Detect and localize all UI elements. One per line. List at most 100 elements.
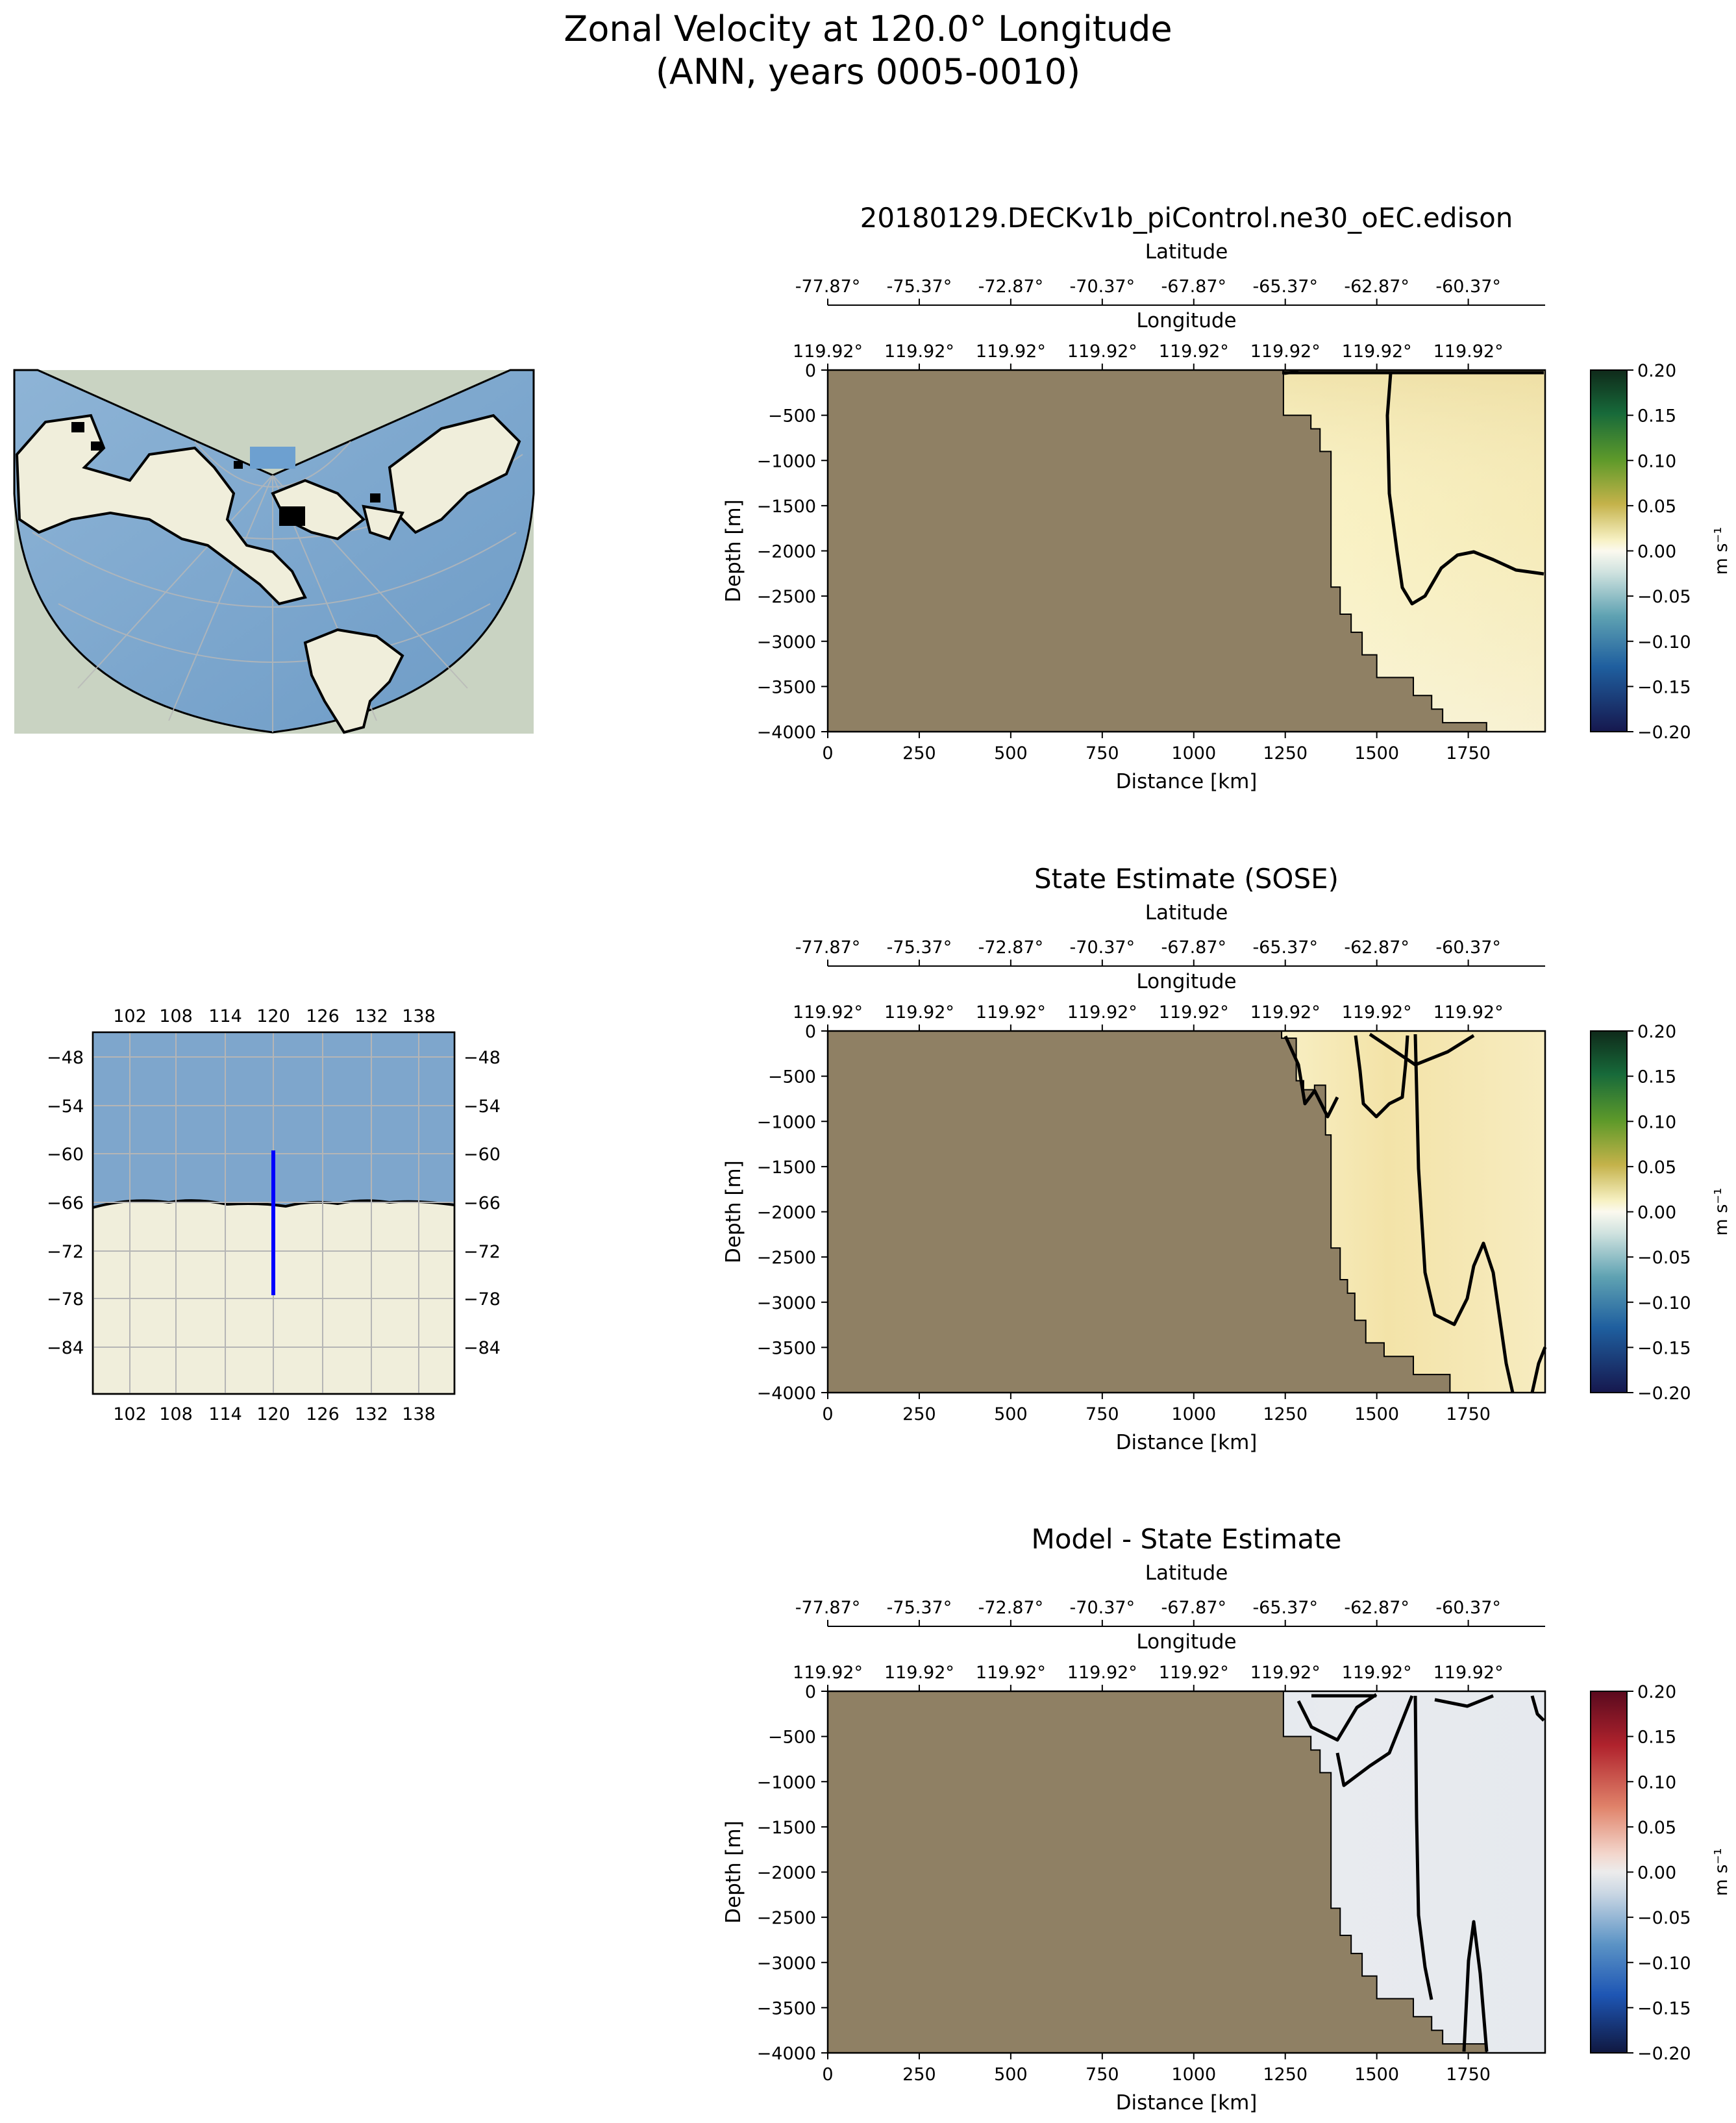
y-tick-label: 0: [805, 1022, 816, 1042]
colorbar-tick-label: 0.20: [1637, 1022, 1676, 1042]
inset-bottom-tick-label: 108: [159, 1404, 193, 1424]
colorbar-tick-label: −0.15: [1637, 677, 1691, 697]
inset-bottom-tick-label: 102: [113, 1404, 147, 1424]
zero-contour: [1530, 1347, 1547, 1393]
longitude-tick-label: 119.92°: [1159, 1002, 1229, 1023]
y-tick-label: −2000: [757, 542, 816, 562]
x-tick-label: 1750: [1446, 743, 1491, 764]
colorbar-tick-label: −0.05: [1637, 1248, 1691, 1268]
y-tick-label: −3000: [757, 1293, 816, 1313]
latitude-tick-label: -77.87°: [795, 1598, 861, 1618]
latitude-tick-label: -77.87°: [795, 277, 861, 297]
inset-right-tick-label: −48: [464, 1048, 501, 1068]
x-tick-label: 1500: [1354, 2065, 1399, 2085]
longitude-tick-label: 119.92°: [1342, 1663, 1412, 1683]
y-tick-label: −1000: [757, 1112, 816, 1132]
colorbar-tick-label: −0.10: [1637, 1293, 1691, 1313]
longitude-tick-label: 119.92°: [1067, 341, 1137, 362]
longitude-tick-label: 119.92°: [1067, 1002, 1137, 1023]
inset-map: 102 102 108 108 114 114 120 120 126 126 132 132 138 1…: [47, 1006, 501, 1424]
longitude-tick-label: 119.92°: [1067, 1663, 1137, 1683]
inset-right-tick-label: −84: [464, 1338, 501, 1358]
x-tick-label: 1250: [1263, 1404, 1308, 1424]
latitude-tick-label: -77.87°: [795, 937, 861, 958]
y-tick-label: −1500: [757, 497, 816, 517]
y-tick-label: −3500: [757, 1998, 816, 2018]
inset-top-tick-label: 132: [354, 1006, 388, 1026]
latitude-tick-label: -70.37°: [1070, 277, 1135, 297]
zero-contour: [1413, 1695, 1433, 2000]
inset-bottom-tick-label: 126: [306, 1404, 340, 1424]
y-tick-label: −1500: [757, 1818, 816, 1838]
inset-right-tick-label: −78: [464, 1289, 501, 1310]
y-tick-label: 0: [805, 1682, 816, 1702]
latitude-tick-label: -70.37°: [1070, 1598, 1135, 1618]
inset-right-tick-label: −66: [464, 1193, 501, 1213]
y-tick-label: −500: [768, 1728, 816, 1748]
colorbar-tick-label: −0.10: [1637, 632, 1691, 652]
inset-right-tick-label: −54: [464, 1097, 501, 1117]
colorbar-tick-label: −0.20: [1637, 723, 1691, 743]
inset-bottom-tick-label: 132: [354, 1404, 388, 1424]
y-tick-label: −3500: [757, 677, 816, 697]
colorbar-tick-label: −0.10: [1637, 1954, 1691, 1974]
latitude-tick-label: -62.87°: [1344, 277, 1409, 297]
colorbar-tick-label: 0.10: [1637, 1112, 1676, 1132]
longitude-tick-label: 119.92°: [793, 1663, 863, 1683]
zero-contour: [1369, 1032, 1475, 1067]
longitude-tick-label: 119.92°: [1159, 341, 1229, 362]
inset-bottom-tick-label: 138: [402, 1404, 436, 1424]
y-tick-label: −3000: [757, 1954, 816, 1974]
x-tick-label: 1500: [1354, 1404, 1399, 1424]
colorbar-tick-label: 0.05: [1637, 497, 1676, 517]
y-tick-label: −1000: [757, 1772, 816, 1793]
colorbar: [1590, 369, 1628, 732]
zero-contour: [1413, 1034, 1515, 1393]
colorbar-tick-label: −0.05: [1637, 587, 1691, 607]
y-axis-label: Depth [m]: [722, 1160, 745, 1263]
y-tick-label: −4000: [757, 2044, 816, 2064]
colorbar-tick-label: 0.10: [1637, 451, 1676, 471]
longitude-axis-label: Longitude: [1136, 1630, 1236, 1654]
x-tick-label: 1500: [1354, 743, 1399, 764]
latitude-tick-label: -67.87°: [1161, 277, 1227, 297]
longitude-tick-label: 119.92°: [1250, 1663, 1321, 1683]
latitude-tick-label: -75.37°: [887, 937, 952, 958]
inset-bottom-tick-label: 114: [208, 1404, 242, 1424]
colorbar: [1590, 1691, 1628, 2054]
longitude-tick-label: 119.92°: [1342, 1002, 1412, 1023]
latitude-tick-label: -72.87°: [978, 277, 1044, 297]
x-tick-label: 0: [822, 2065, 833, 2085]
x-tick-label: 750: [1085, 743, 1119, 764]
longitude-axis-label: Longitude: [1136, 970, 1236, 993]
latitude-tick-label: -65.37°: [1252, 277, 1318, 297]
colorbar-tick-label: 0.15: [1637, 1067, 1676, 1087]
y-axis-label: Depth [m]: [722, 499, 745, 602]
inset-top-tick-label: 102: [113, 1006, 147, 1026]
x-tick-label: 750: [1085, 1404, 1119, 1424]
longitude-tick-label: 119.92°: [976, 1002, 1046, 1023]
longitude-tick-label: 119.92°: [1433, 1663, 1504, 1683]
y-tick-label: −2000: [757, 1863, 816, 1883]
colorbar-tick-label: −0.15: [1637, 1998, 1691, 2018]
y-tick-label: −1500: [757, 1158, 816, 1178]
inset-left-tick-label: −78: [47, 1289, 84, 1310]
colorbar-tick-label: −0.20: [1637, 1384, 1691, 1404]
inset-left-tick-label: −72: [47, 1242, 84, 1262]
latitude-tick-label: -60.37°: [1435, 1598, 1501, 1618]
x-tick-label: 1000: [1171, 1404, 1216, 1424]
latitude-axis-label: Latitude: [1145, 1561, 1228, 1585]
panel-title: Model - State Estimate: [1032, 1523, 1342, 1555]
colorbar-tick-label: 0.15: [1637, 406, 1676, 427]
x-tick-label: 1750: [1446, 1404, 1491, 1424]
x-tick-label: 250: [902, 743, 936, 764]
transect-panels: 20180129.DECKv1b_piControl.ne30_oEC.edis…: [722, 202, 1731, 2115]
latitude-tick-label: -65.37°: [1252, 1598, 1318, 1618]
latitude-tick-label: -60.37°: [1435, 937, 1501, 958]
y-tick-label: −2500: [757, 587, 816, 607]
x-tick-label: 500: [994, 1404, 1028, 1424]
inset-top-tick-label: 126: [306, 1006, 340, 1026]
latitude-tick-label: -72.87°: [978, 937, 1044, 958]
colorbar-tick-label: 0.20: [1637, 361, 1676, 381]
inset-top-tick-label: 138: [402, 1006, 436, 1026]
